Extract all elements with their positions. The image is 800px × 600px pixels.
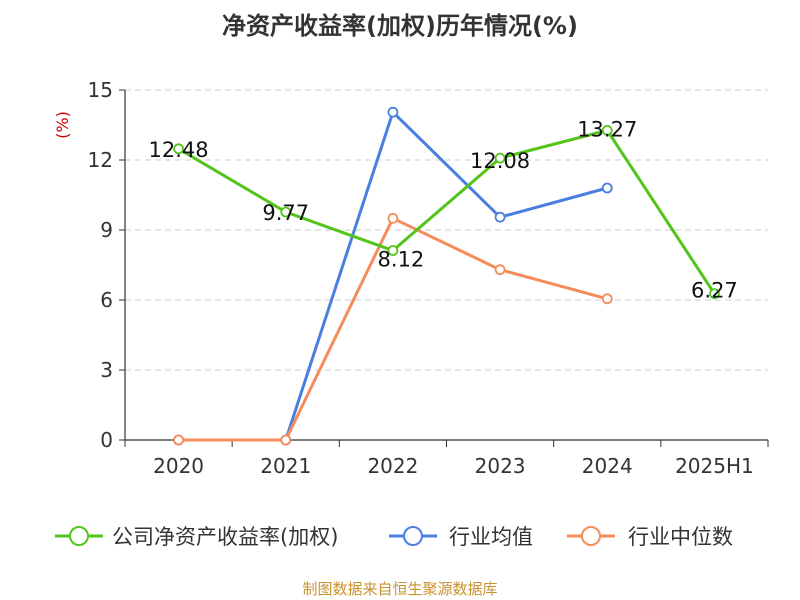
x-tick-labels: 2020 2021 2022 2023 2024 2025H1: [153, 454, 754, 478]
y-tick-label: 12: [88, 148, 113, 172]
legend-circle-icon: [69, 526, 89, 546]
x-tick-label: 2024: [582, 454, 633, 478]
data-point: [601, 293, 613, 305]
data-point: [280, 434, 292, 446]
grid-lines: [125, 89, 768, 371]
series-line: [178, 109, 608, 442]
x-tick-label: 2022: [367, 454, 418, 478]
legend: 公司净资产收益率(加权) 行业均值 行业中位数: [55, 525, 733, 549]
data-point: [280, 206, 292, 218]
x-tick-label: 2025H1: [675, 454, 754, 478]
data-point: [387, 212, 399, 224]
data-point: [494, 211, 506, 223]
data-point: [387, 245, 399, 256]
series-lines: [173, 106, 720, 446]
data-label: 12.08: [470, 149, 530, 173]
legend-label: 公司净资产收益率(加权): [112, 525, 338, 549]
y-axis-label: (%): [53, 111, 72, 139]
legend-circle-icon: [403, 526, 423, 546]
data-label: 8.12: [378, 248, 425, 272]
source-note: 制图数据来自恒生聚源数据库: [302, 580, 498, 598]
y-tick-label: 6: [100, 288, 113, 312]
data-label: 6.27: [691, 279, 738, 303]
data-point: [601, 124, 613, 136]
data-point: [173, 143, 184, 155]
legend-label: 行业中位数: [628, 525, 733, 549]
data-point: [494, 152, 506, 164]
data-label: 12.48: [149, 138, 209, 162]
y-tick-label: 9: [100, 218, 113, 242]
y-tick-label: 0: [100, 428, 113, 452]
y-tick-labels: 0 3 6 9 12 15: [88, 78, 113, 452]
chart-title: 净资产收益率(加权)历年情况(%): [222, 12, 578, 40]
x-tick-label: 2023: [475, 454, 526, 478]
data-labels: 12.48 9.77 8.12 12.08 13.27 6.27: [149, 117, 738, 302]
data-point: [709, 288, 720, 300]
legend-item[interactable]: 行业均值: [389, 525, 533, 549]
x-tick-label: 2020: [153, 454, 204, 478]
data-point: [387, 106, 399, 118]
data-label: 13.27: [577, 117, 637, 141]
legend-circle-icon: [581, 526, 601, 546]
legend-item[interactable]: 公司净资产收益率(加权): [55, 525, 338, 549]
series-line: [177, 128, 716, 295]
legend-item[interactable]: 行业中位数: [567, 525, 733, 549]
data-point: [601, 182, 613, 194]
y-tick-label: 15: [88, 78, 113, 102]
data-point: [494, 264, 506, 276]
y-tick-label: 3: [100, 358, 113, 382]
data-label: 9.77: [262, 201, 309, 225]
x-tick-label: 2021: [260, 454, 311, 478]
axes: [119, 89, 769, 447]
data-point: [173, 434, 184, 446]
legend-label: 行业均值: [449, 525, 533, 549]
